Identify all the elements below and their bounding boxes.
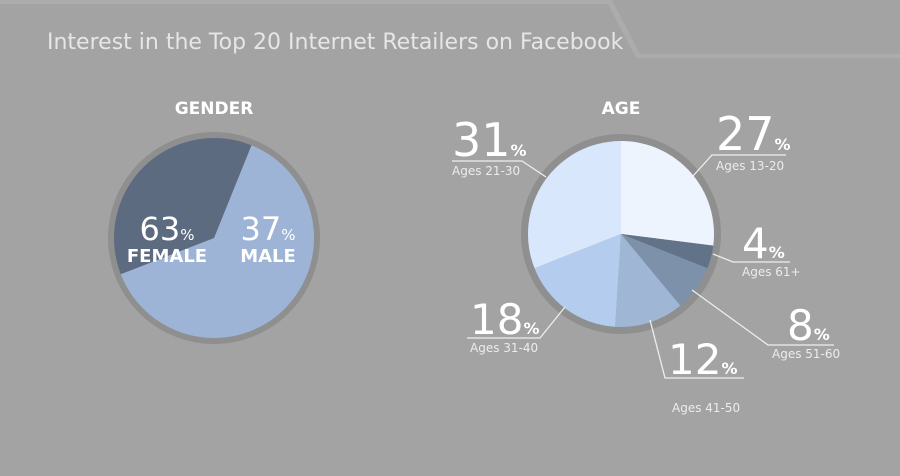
female-slice-label: 63% FEMALE <box>127 210 207 267</box>
number-ages-41-50: 12 <box>668 335 721 384</box>
female-unit: % <box>180 226 194 244</box>
unit-ages-21-30: % <box>511 141 527 160</box>
number-ages-13-20: 27 <box>716 107 775 161</box>
male-unit: % <box>281 226 295 244</box>
male-value: 37% <box>241 210 296 248</box>
leader-ages-61-plus <box>712 253 790 263</box>
gender-slice-male <box>114 137 252 275</box>
male-label: MALE <box>240 246 296 267</box>
callout-ages-51-60: 8% Ages 51-60 <box>772 301 840 361</box>
gender-heading: GENDER <box>175 99 254 119</box>
age-slice-ages-21-30 <box>527 140 621 269</box>
age-slice-ages-41-50 <box>615 234 681 328</box>
value-ages-31-40: 18% <box>470 295 539 344</box>
female-value: 63% <box>140 210 195 248</box>
label-ages-21-30: Ages 21-30 <box>452 164 520 178</box>
unit-ages-31-40: % <box>523 319 539 338</box>
gender-pie <box>114 137 315 338</box>
label-ages-61-plus: Ages 61+ <box>742 265 801 279</box>
male-number: 37 <box>241 210 282 248</box>
leader-ages-51-60 <box>691 289 834 346</box>
label-ages-31-40: Ages 31-40 <box>470 341 538 355</box>
unit-ages-51-60: % <box>814 325 830 344</box>
callout-ages-21-30: 31% Ages 21-30 <box>452 113 527 178</box>
value-ages-13-20: 27% <box>716 107 791 161</box>
value-ages-21-30: 31% <box>452 113 527 167</box>
label-ages-13-20: Ages 13-20 <box>716 159 784 173</box>
age-slice-ages-51-60 <box>621 234 708 306</box>
female-number: 63 <box>140 210 181 248</box>
age-slice-ages-13-20 <box>621 140 715 246</box>
chart-title: Interest in the Top 20 Internet Retailer… <box>47 30 624 55</box>
label-ages-41-50: Ages 41-50 <box>672 401 740 415</box>
number-ages-21-30: 31 <box>452 113 511 167</box>
age-slice-ages-31-40 <box>534 234 621 327</box>
label-ages-51-60: Ages 51-60 <box>772 347 840 361</box>
leader-ages-21-30 <box>452 160 547 178</box>
value-ages-61-plus: 4% <box>742 219 785 268</box>
gender-slice-female <box>120 145 315 338</box>
age-pie <box>527 140 715 328</box>
age-heading: AGE <box>602 99 641 119</box>
age-slice-ages-61-plus <box>621 234 714 269</box>
callout-ages-13-20: 27% Ages 13-20 <box>716 107 791 173</box>
value-ages-41-50: 12% <box>668 335 737 384</box>
callout-ages-41-50: 12% Ages 41-50 <box>668 335 740 415</box>
callout-ages-31-40: 18% Ages 31-40 <box>470 295 539 355</box>
unit-ages-13-20: % <box>775 135 791 154</box>
leader-ages-13-20 <box>692 154 786 177</box>
male-slice-label: 37% MALE <box>240 210 296 267</box>
number-ages-31-40: 18 <box>470 295 523 344</box>
number-ages-51-60: 8 <box>787 301 814 350</box>
leader-ages-41-50 <box>649 319 744 379</box>
unit-ages-41-50: % <box>721 359 737 378</box>
callout-ages-61-plus: 4% Ages 61+ <box>742 219 801 279</box>
female-label: FEMALE <box>127 246 207 267</box>
leader-ages-31-40 <box>467 306 566 339</box>
unit-ages-61-plus: % <box>769 243 785 262</box>
number-ages-61-plus: 4 <box>742 219 769 268</box>
value-ages-51-60: 8% <box>787 301 830 350</box>
